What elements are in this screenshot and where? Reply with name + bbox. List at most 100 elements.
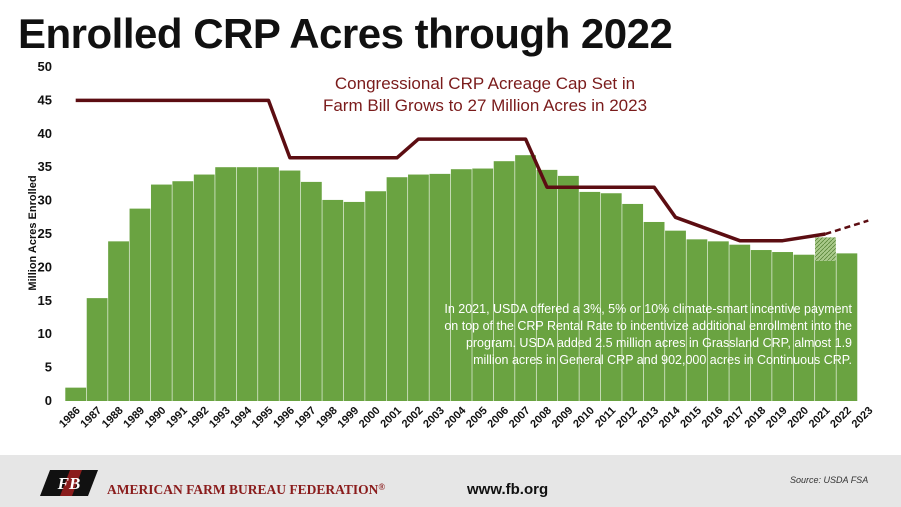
bar-1987	[86, 298, 108, 401]
x-tick-2008: 2008	[528, 405, 554, 431]
x-tick-2020: 2020	[785, 405, 811, 431]
bar-series	[65, 155, 858, 401]
x-tick-1994: 1994	[228, 404, 254, 430]
x-tick-2015: 2015	[678, 405, 704, 431]
x-tick-2002: 2002	[400, 405, 426, 431]
x-tick-1987: 1987	[78, 405, 104, 431]
footer-bar	[0, 455, 901, 507]
climate-smart-note: In 2021, USDA offered a 3%, 5% or 10% cl…	[444, 302, 852, 367]
bar-1996	[279, 170, 301, 401]
bar-2006	[493, 161, 515, 401]
bar-2004	[450, 169, 472, 401]
y-tick-25: 25	[38, 226, 52, 241]
bar-2005	[472, 168, 494, 401]
registered-mark: ®	[378, 482, 386, 492]
y-tick-10: 10	[38, 326, 52, 341]
source-note: Source: USDA FSA	[790, 475, 869, 485]
y-tick-50: 50	[38, 59, 52, 74]
y-axis-label: Million Acres Enrolled	[27, 175, 39, 291]
bar-2001	[386, 177, 408, 401]
bar-2009	[557, 175, 579, 401]
x-tick-2022: 2022	[828, 405, 854, 431]
bar-1995	[258, 167, 279, 401]
y-tick-35: 35	[38, 159, 52, 174]
footer-url[interactable]: www.fb.org	[467, 481, 549, 498]
x-tick-2011: 2011	[593, 405, 618, 430]
x-axis-ticks: 1986198719881989199019911992199319941995…	[57, 404, 875, 430]
bar-2017	[729, 244, 751, 401]
x-tick-2006: 2006	[485, 405, 511, 431]
bar-1986	[65, 387, 87, 401]
x-tick-2017: 2017	[721, 405, 747, 431]
chart-title: Enrolled CRP Acres through 2022	[18, 10, 673, 57]
x-tick-2014: 2014	[657, 404, 683, 430]
x-tick-2005: 2005	[464, 405, 490, 431]
bar-1993	[215, 167, 237, 401]
x-tick-1990: 1990	[143, 405, 169, 431]
x-tick-1997: 1997	[293, 405, 319, 431]
bar-1990	[150, 184, 172, 401]
y-tick-15: 15	[38, 293, 52, 308]
bar-2011	[600, 193, 622, 401]
bar-2007	[515, 155, 536, 401]
x-tick-1999: 1999	[336, 405, 362, 431]
cap-line	[75, 98, 826, 243]
x-tick-2013: 2013	[635, 405, 661, 431]
y-tick-20: 20	[38, 259, 52, 274]
bar-1998	[322, 199, 344, 401]
bar-2021	[815, 260, 836, 401]
bar-2019	[772, 252, 794, 401]
x-tick-2019: 2019	[764, 405, 790, 431]
bar-2003	[429, 173, 451, 401]
y-tick-40: 40	[38, 126, 52, 141]
bar-2015	[686, 239, 708, 401]
x-tick-2010: 2010	[571, 405, 597, 431]
x-tick-1986: 1986	[57, 405, 83, 431]
bar-1989	[129, 208, 151, 401]
bar-1992	[193, 174, 215, 401]
afbf-logo-text: FB	[57, 474, 81, 493]
bar-2008	[536, 169, 558, 401]
x-tick-1993: 1993	[207, 405, 233, 431]
x-tick-1988: 1988	[100, 405, 126, 431]
footer-org-text: AMERICAN FARM BUREAU FEDERATION	[107, 482, 379, 497]
x-tick-2023: 2023	[850, 405, 876, 431]
bar-1999	[343, 201, 365, 401]
x-tick-1992: 1992	[186, 405, 212, 431]
x-tick-2016: 2016	[700, 405, 726, 431]
cap-annotation-line1: Congressional CRP Acreage Cap Set in	[334, 74, 636, 93]
cap-line-projected	[825, 219, 869, 236]
x-tick-1998: 1998	[314, 405, 340, 431]
bar-2002	[408, 174, 429, 401]
bar-2021-increment	[815, 237, 836, 261]
bar-1988	[108, 241, 129, 401]
cap-annotation: Congressional CRP Acreage Cap Set in Far…	[300, 73, 670, 117]
x-tick-2004: 2004	[443, 404, 469, 430]
bar-2010	[579, 191, 601, 401]
x-tick-1989: 1989	[121, 405, 147, 431]
bar-2013	[643, 221, 665, 401]
bar-2022	[836, 253, 858, 401]
bar-1997	[300, 181, 322, 401]
bar-1994	[236, 167, 258, 401]
bar-2020	[793, 254, 815, 401]
x-tick-1996: 1996	[271, 405, 297, 431]
cap-annotation-line2: Farm Bill Grows to 27 Million Acres in 2…	[322, 96, 648, 115]
bar-2018	[750, 250, 772, 401]
x-tick-2007: 2007	[507, 405, 533, 431]
cap-line-series	[75, 98, 869, 243]
x-tick-2021: 2021	[807, 405, 833, 431]
y-tick-5: 5	[45, 360, 52, 375]
x-tick-1991: 1991	[164, 405, 190, 431]
x-tick-2003: 2003	[421, 405, 447, 431]
x-tick-2000: 2000	[357, 405, 383, 431]
bar-2014	[665, 230, 686, 401]
y-axis-ticks: 0 5 10 15 20 25 30 35 40 45 50	[38, 59, 52, 408]
bar-2016	[707, 241, 729, 401]
bar-2000	[365, 191, 387, 401]
bar-1991	[172, 181, 194, 401]
x-tick-1995: 1995	[250, 405, 276, 431]
footer-org-name: AMERICAN FARM BUREAU FEDERATION®	[107, 482, 385, 498]
x-tick-2012: 2012	[614, 405, 640, 431]
